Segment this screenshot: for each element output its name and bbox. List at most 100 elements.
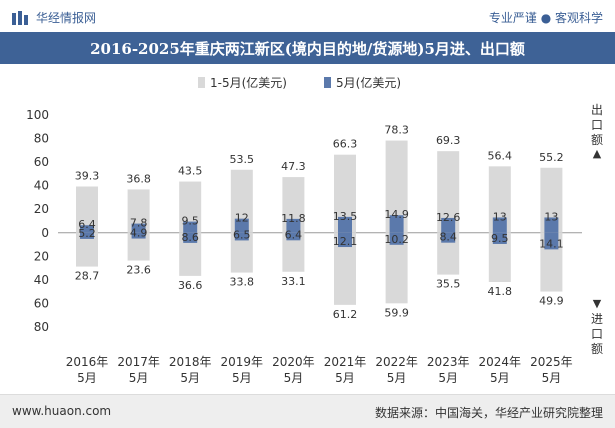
bar-monthly-import [338,232,352,248]
bar-monthly-export [286,218,301,233]
bar-cumulative-import [437,232,460,275]
data-label-cumulative-import: 23.6 [126,264,151,277]
x-tick-label-month: 5月 [129,371,149,385]
bar-monthly-import [131,232,146,239]
bar-monthly-import [183,232,198,243]
data-label-cumulative-import: 61.2 [333,308,358,321]
x-tick-label-year: 2019年 [221,355,264,369]
x-tick-label-year: 2016年 [66,355,109,369]
legend-label-monthly: 5月(亿美元) [336,75,401,90]
bar-cumulative-export [488,166,511,233]
data-label-cumulative-export: 56.4 [488,149,513,162]
y-tick-label: 0 [41,226,49,240]
y-tick-label: 60 [34,155,49,169]
bar-cumulative-export [127,189,150,233]
data-label-monthly-import: 6.4 [285,228,303,241]
data-label-monthly-export: 13 [493,210,507,223]
x-tick-label-month: 5月 [490,371,510,385]
import-arrow-icon: ▼ [592,297,602,310]
data-label-monthly-export: 9.5 [181,215,199,228]
bar-monthly-import [80,232,94,239]
data-label-monthly-export: 14.9 [384,208,409,221]
data-label-monthly-import: 5.2 [78,227,96,240]
data-label-monthly-export: 12.6 [436,211,461,224]
bar-monthly-export [338,216,352,233]
bar-cumulative-import [76,232,98,267]
x-tick-label-month: 5月 [77,371,97,385]
y-tick-label: 20 [34,249,49,263]
import-side-label: 进口额 [590,312,603,356]
x-tick-label-year: 2023年 [427,355,470,369]
data-label-cumulative-import: 59.9 [384,306,409,319]
x-tick-label-month: 5月 [335,371,355,385]
export-side-label: 出口额 [590,103,603,147]
bar-cumulative-import [282,232,305,272]
bar-monthly-export [441,217,456,233]
y-tick-label: 60 [34,296,49,310]
legend-label-cumulative: 1-5月(亿美元) [210,75,287,90]
website-link[interactable]: www.huaon.com [12,404,112,418]
footer: www.huaon.com 数据来源：中国海关，华经产业研究院整理 [0,394,615,428]
bar-monthly-export [183,221,198,233]
bar-monthly-export [492,217,507,233]
y-tick-label: 80 [34,320,49,334]
x-tick-label-year: 2021年 [324,355,367,369]
data-label-monthly-import: 8.4 [439,231,457,244]
data-label-cumulative-export: 53.5 [230,153,255,166]
bar-cumulative-import [230,232,253,273]
data-label-monthly-export: 11.8 [281,212,306,225]
bar-monthly-import [286,232,301,241]
top-bar: 华经情报网 专业严谨 ● 客观科学 [0,0,615,32]
bar-monthly-export [544,217,559,233]
data-label-cumulative-export: 66.3 [333,138,358,151]
bar-cumulative-export [179,181,202,233]
bar-cumulative-export [334,154,356,233]
data-label-cumulative-export: 36.8 [126,172,151,185]
brand-name: 华经情报网 [36,11,97,25]
bar-cumulative-export [437,151,460,233]
data-label-cumulative-import: 41.8 [488,285,513,298]
data-label-monthly-import: 14.1 [539,237,564,250]
bar-monthly-import [389,232,404,245]
y-tick-label: 40 [34,179,49,193]
y-tick-label: 100 [26,108,49,122]
tagline: 专业严谨 ● 客观科学 [488,11,603,25]
x-tick-label-month: 5月 [438,371,458,385]
data-label-monthly-export: 13 [544,210,558,223]
data-label-cumulative-import: 35.5 [436,278,461,291]
bar-cumulative-import [488,232,511,283]
data-label-monthly-import: 6.5 [233,228,251,241]
data-label-cumulative-export: 69.3 [436,134,461,147]
x-tick-label-month: 5月 [387,371,407,385]
legend-swatch-cumulative [198,77,205,88]
x-tick-label-year: 2018年 [169,355,212,369]
data-label-cumulative-import: 36.6 [178,279,203,292]
data-source: 数据来源：中国海关，华经产业研究院整理 [374,406,603,420]
data-label-cumulative-export: 78.3 [384,124,409,137]
bar-cumulative-export [76,186,98,233]
data-label-cumulative-export: 55.2 [539,151,564,164]
data-label-monthly-import: 4.9 [130,227,148,240]
y-tick-label: 40 [34,273,49,287]
data-label-monthly-import: 9.5 [491,232,509,245]
data-label-cumulative-import: 33.1 [281,275,306,288]
title-bar: 2016-2025年重庆两江新区(境内目的地/货源地)5月进、出口额 [0,32,615,64]
x-tick-label-year: 2024年 [479,355,522,369]
x-tick-label-year: 2025年 [530,355,573,369]
bar-monthly-export [389,215,404,233]
bar-cumulative-import [179,232,202,276]
chart-area: 1-5月(亿美元) 5月(亿美元) 100 80 60 40 20 0 20 40 60 80 39.3… [26,75,582,385]
brand-logo[interactable]: 华经情报网 [12,9,96,26]
bar-cumulative-export [230,169,253,233]
bar-monthly-import [492,232,507,244]
bar-monthly-import [441,232,456,243]
data-label-monthly-export: 7.8 [130,217,148,230]
bar-cumulative-import [127,232,150,261]
bar-monthly-export [80,225,94,233]
bar-monthly-export [131,223,146,233]
data-label-monthly-export: 6.4 [78,218,96,231]
bar-cumulative-export [540,167,563,233]
data-label-monthly-export: 12 [235,212,249,225]
legend-swatch-monthly [324,77,331,88]
export-arrow-icon: ▲ [592,147,602,160]
